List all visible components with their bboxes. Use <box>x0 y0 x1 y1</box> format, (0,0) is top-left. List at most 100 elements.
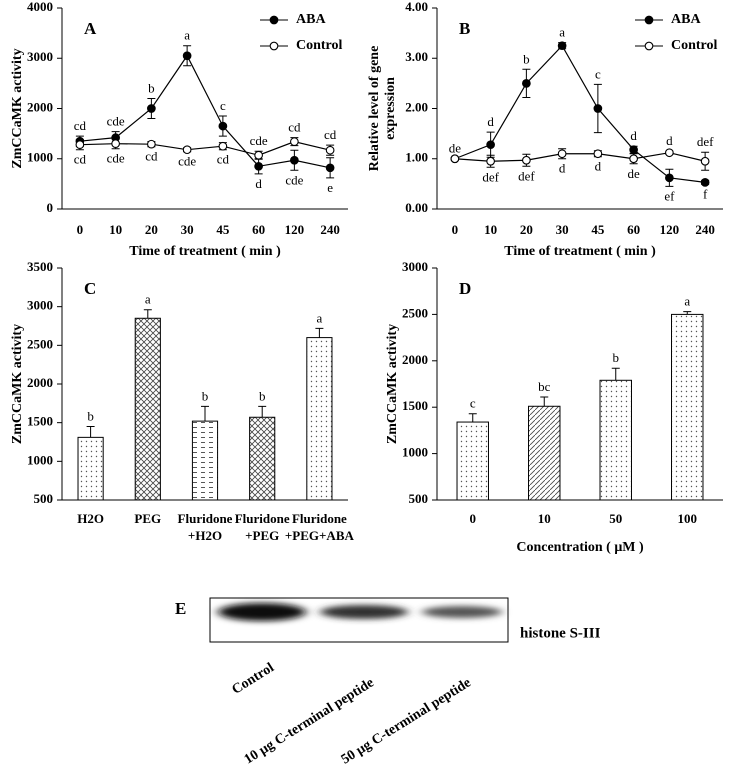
legend-label: Control <box>671 38 718 53</box>
significance-letter: cd <box>74 152 87 167</box>
y-tick-label: 1000 <box>402 445 428 460</box>
y-axis-title: expression <box>383 77 398 140</box>
x-axis-title: Concentration ( μM ) <box>516 540 644 555</box>
bar <box>191 420 219 501</box>
panel-label: E <box>175 599 186 618</box>
significance-letter: b <box>259 388 266 403</box>
significance-letter: a <box>559 25 565 40</box>
significance-letter: def <box>697 134 714 149</box>
series-line <box>454 44 706 183</box>
significance-letter: a <box>317 310 323 325</box>
x-tick-label: +PEG <box>245 528 279 543</box>
y-tick-label: 3000 <box>402 259 428 274</box>
marker <box>75 140 85 150</box>
bar <box>528 405 561 501</box>
significance-letter: bc <box>538 379 551 394</box>
error-bar <box>86 426 95 438</box>
significance-letter: de <box>627 166 640 181</box>
x-tick-label: 10 <box>109 222 122 237</box>
error-bar <box>540 396 549 407</box>
bar <box>77 436 104 501</box>
marker <box>147 104 156 113</box>
x-tick-label: +PEG+ABA <box>285 528 355 543</box>
significance-letter: e <box>327 180 333 195</box>
marker <box>700 178 710 187</box>
marker <box>593 149 603 159</box>
x-tick-label: 120 <box>660 222 680 237</box>
significance-letter: cde <box>178 154 196 169</box>
marker <box>218 141 228 151</box>
marker <box>325 145 335 155</box>
marker <box>557 149 567 159</box>
x-tick-label: +H2O <box>188 528 222 543</box>
significance-letter: d <box>255 176 262 191</box>
significance-letter: cd <box>217 152 230 167</box>
marker <box>182 51 192 61</box>
y-tick-label: 2000 <box>402 352 428 367</box>
y-tick-label: 1000 <box>27 452 53 467</box>
y-tick-label: 500 <box>409 491 429 506</box>
significance-letter: b <box>87 409 94 424</box>
marker <box>111 139 120 149</box>
significance-letter: c <box>220 98 226 113</box>
legend-marker <box>644 41 654 51</box>
significance-letter: de <box>449 141 462 156</box>
significance-letter: a <box>145 292 151 307</box>
x-tick-label: 0 <box>452 222 459 237</box>
marker <box>486 140 495 150</box>
y-tick-label: 2.00 <box>405 99 428 114</box>
significance-letter: d <box>559 161 566 176</box>
x-tick-label: Fluridone <box>235 511 290 526</box>
panel-label: A <box>84 19 97 38</box>
y-tick-label: 1.00 <box>405 150 428 165</box>
significance-letter: b <box>613 350 620 365</box>
significance-letter: cd <box>145 149 158 164</box>
marker <box>325 163 335 173</box>
error-bar <box>611 367 620 381</box>
bar <box>671 313 704 501</box>
significance-letter: d <box>595 159 602 174</box>
y-tick-label: 3.00 <box>405 49 428 64</box>
error-bar <box>468 413 477 423</box>
y-tick-label: 0 <box>47 200 54 215</box>
x-tick-label: 45 <box>591 222 605 237</box>
error-bar <box>258 405 267 418</box>
marker <box>665 173 674 183</box>
y-tick-label: 4000 <box>27 0 53 14</box>
lane-label: Control <box>230 660 277 697</box>
significance-letter: a <box>184 28 190 43</box>
y-tick-label: 1500 <box>27 414 53 429</box>
significance-letter: d <box>630 128 637 143</box>
x-tick-label: 0 <box>77 222 84 237</box>
marker <box>665 148 674 158</box>
significance-letter: a <box>684 294 690 309</box>
y-tick-label: 3000 <box>27 298 53 313</box>
legend-label: ABA <box>296 12 326 27</box>
x-tick-label: 100 <box>678 511 698 526</box>
significance-letter: cde <box>107 114 125 129</box>
x-tick-label: PEG <box>134 511 161 526</box>
legend-marker <box>644 15 654 25</box>
x-tick-label: 20 <box>145 222 158 237</box>
x-tick-label: 10 <box>484 222 497 237</box>
marker <box>557 41 567 51</box>
panel-label: B <box>459 19 470 38</box>
marker <box>700 156 710 166</box>
marker <box>218 121 228 131</box>
significance-letter: b <box>148 80 155 95</box>
y-tick-label: 3000 <box>27 49 53 64</box>
significance-letter: d <box>487 114 494 129</box>
blot-bands <box>218 603 502 621</box>
marker <box>147 139 156 149</box>
significance-letter: cd <box>74 118 87 133</box>
error-bar <box>143 309 152 319</box>
y-axis-title: ZmCCaMK activity <box>10 324 25 444</box>
significance-letter: cde <box>285 172 303 187</box>
bar <box>306 337 333 501</box>
y-tick-label: 2000 <box>27 375 53 390</box>
series-line <box>454 152 706 162</box>
legend-label: ABA <box>671 12 701 27</box>
marker <box>486 156 495 166</box>
marker <box>290 155 299 165</box>
y-tick-label: 1000 <box>27 150 53 165</box>
